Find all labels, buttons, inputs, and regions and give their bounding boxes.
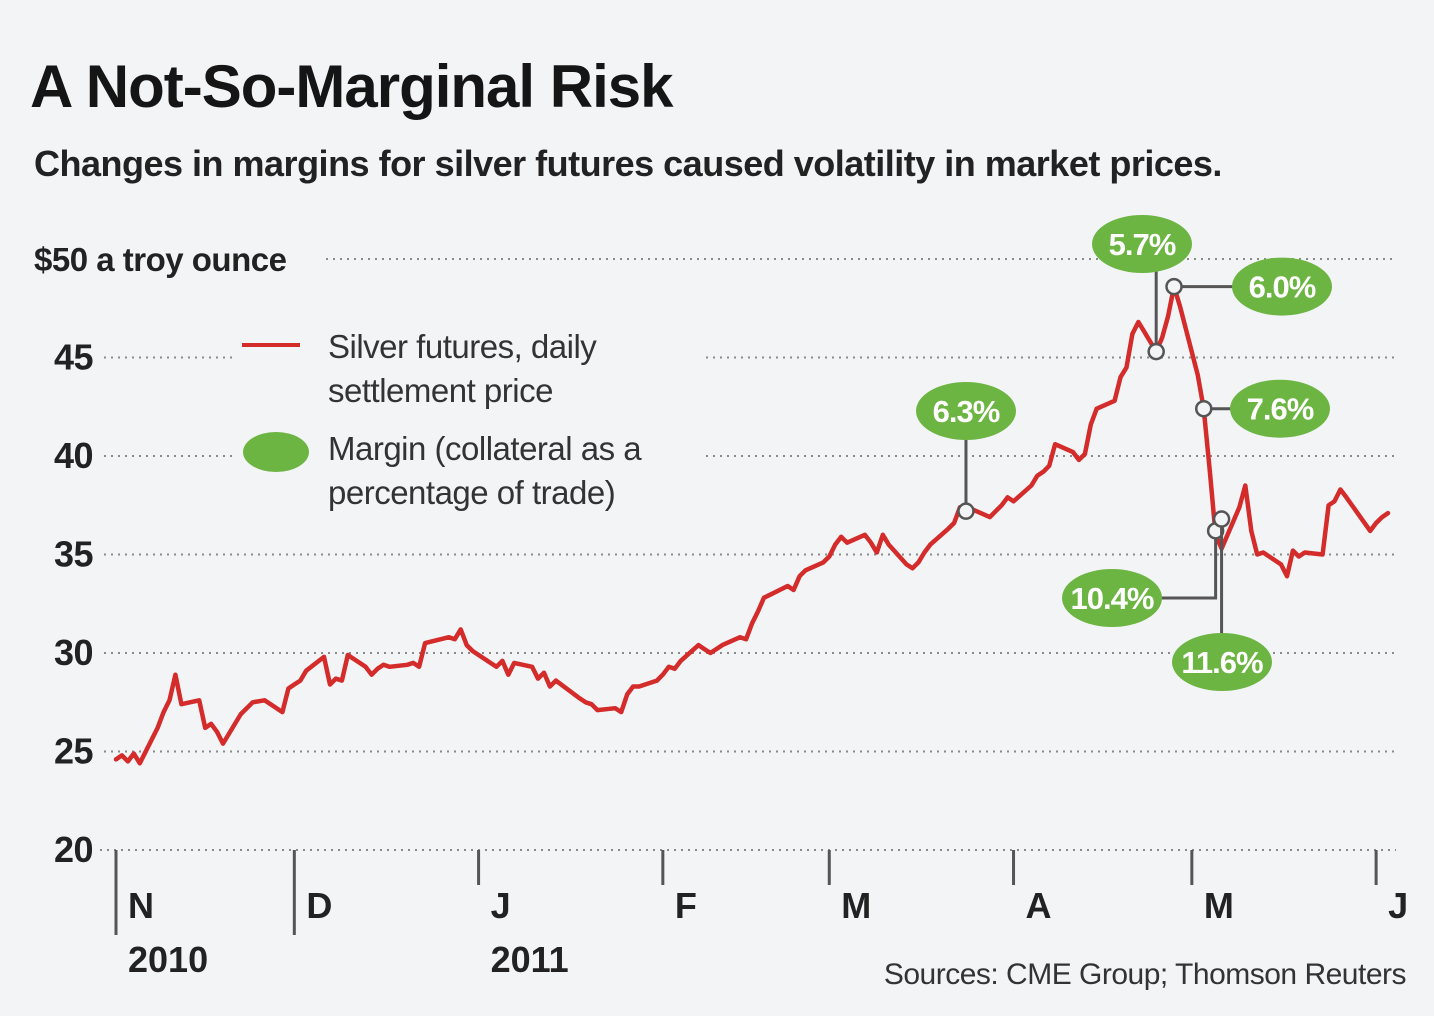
margin-marker bbox=[1194, 399, 1213, 418]
x-tick-label: M bbox=[841, 885, 871, 926]
margin-badge bbox=[1092, 215, 1192, 273]
y-tick-label: 25 bbox=[54, 731, 94, 772]
chart-title: A Not-So-Marginal Risk bbox=[30, 53, 673, 120]
y-tick-label: 45 bbox=[54, 337, 94, 378]
x-tick-label: M bbox=[1204, 885, 1234, 926]
margin-badge-label: 10.4% bbox=[1071, 581, 1154, 616]
y-tick-label: 40 bbox=[54, 435, 93, 476]
x-tick-label: D bbox=[306, 885, 332, 926]
margin-badge bbox=[916, 382, 1016, 440]
y-tick-label: 30 bbox=[54, 632, 93, 673]
margin-marker bbox=[1165, 277, 1183, 296]
x-tick-label: J bbox=[491, 885, 511, 926]
margin-badge-label: 6.3% bbox=[933, 394, 1000, 429]
x-year-label: 2011 bbox=[491, 939, 569, 980]
y-tick-label: 20 bbox=[54, 829, 93, 870]
chart-source: Sources: CME Group; Thomson Reuters bbox=[883, 958, 1407, 991]
margin-marker bbox=[1212, 510, 1231, 528]
x-tick-label: F bbox=[675, 885, 697, 926]
margin-badge-label: 5.7% bbox=[1109, 227, 1176, 262]
legend-margin-label: percentage of trade) bbox=[328, 474, 615, 511]
legend-line-label: settlement price bbox=[328, 372, 553, 409]
x-tick-label: A bbox=[1026, 885, 1052, 926]
legend-background bbox=[232, 318, 702, 518]
legend-margin-label: Margin (collateral as a bbox=[328, 430, 642, 467]
margin-marker bbox=[1147, 342, 1165, 361]
margin-badge bbox=[1062, 569, 1162, 627]
margin-badge bbox=[1172, 633, 1272, 691]
x-tick-label: J bbox=[1388, 885, 1408, 926]
y-tick-label: 35 bbox=[54, 534, 94, 575]
chart-subtitle: Changes in margins for silver futures ca… bbox=[34, 143, 1222, 184]
y-tick-label: $50 a troy ounce bbox=[34, 241, 287, 278]
margin-badge bbox=[1232, 257, 1332, 316]
margin-marker bbox=[957, 502, 975, 520]
margin-badge-label: 7.6% bbox=[1247, 392, 1314, 427]
legend-margin-swatch bbox=[243, 432, 309, 472]
x-year-label: 2010 bbox=[128, 939, 208, 980]
margin-badge-label: 6.0% bbox=[1249, 270, 1316, 305]
margin-badge bbox=[1230, 379, 1330, 438]
x-tick-label: N bbox=[128, 885, 154, 926]
legend-line-label: Silver futures, daily bbox=[328, 328, 597, 365]
margin-badge-label: 11.6% bbox=[1181, 645, 1263, 680]
